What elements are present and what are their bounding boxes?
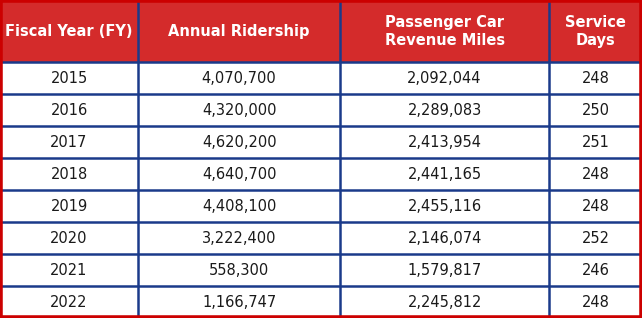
Bar xyxy=(340,0,549,62)
Bar xyxy=(0,94,642,126)
Text: Passenger Car
Revenue Miles: Passenger Car Revenue Miles xyxy=(385,15,505,47)
Text: 248: 248 xyxy=(582,167,609,182)
Bar xyxy=(0,190,642,222)
Text: 2020: 2020 xyxy=(50,231,88,245)
Bar xyxy=(0,222,642,254)
Text: 2,441,165: 2,441,165 xyxy=(408,167,482,182)
Text: 252: 252 xyxy=(582,231,609,245)
Text: 2016: 2016 xyxy=(50,102,88,118)
Bar xyxy=(0,126,642,158)
Text: 4,640,700: 4,640,700 xyxy=(202,167,277,182)
Text: 4,408,100: 4,408,100 xyxy=(202,198,276,213)
Text: 4,070,700: 4,070,700 xyxy=(202,71,277,86)
Text: 2,146,074: 2,146,074 xyxy=(408,231,482,245)
Text: 250: 250 xyxy=(582,102,609,118)
Text: 2,092,044: 2,092,044 xyxy=(407,71,482,86)
Text: 4,320,000: 4,320,000 xyxy=(202,102,277,118)
Text: Service
Days: Service Days xyxy=(565,15,626,47)
Text: 2022: 2022 xyxy=(50,294,88,309)
Bar xyxy=(0,0,138,62)
Text: 2,413,954: 2,413,954 xyxy=(408,135,482,149)
Text: 3,222,400: 3,222,400 xyxy=(202,231,277,245)
Text: 2018: 2018 xyxy=(50,167,88,182)
Text: 246: 246 xyxy=(582,262,609,278)
Text: 2,455,116: 2,455,116 xyxy=(408,198,482,213)
Bar xyxy=(0,158,642,190)
Text: Fiscal Year (FY): Fiscal Year (FY) xyxy=(5,24,133,38)
Text: 2,245,812: 2,245,812 xyxy=(408,294,482,309)
Bar xyxy=(0,62,642,94)
Text: 4,620,200: 4,620,200 xyxy=(202,135,277,149)
Bar xyxy=(0,286,642,318)
Text: 1,579,817: 1,579,817 xyxy=(408,262,482,278)
Text: 1,166,747: 1,166,747 xyxy=(202,294,276,309)
Text: 251: 251 xyxy=(582,135,609,149)
Bar xyxy=(0,254,642,286)
Bar xyxy=(549,0,642,62)
Text: 2015: 2015 xyxy=(50,71,88,86)
Text: 248: 248 xyxy=(582,198,609,213)
Bar xyxy=(138,0,340,62)
Text: 2021: 2021 xyxy=(50,262,88,278)
Text: 2017: 2017 xyxy=(50,135,88,149)
Text: Annual Ridership: Annual Ridership xyxy=(168,24,310,38)
Text: 558,300: 558,300 xyxy=(209,262,269,278)
Text: 248: 248 xyxy=(582,71,609,86)
Text: 2,289,083: 2,289,083 xyxy=(408,102,482,118)
Text: 2019: 2019 xyxy=(50,198,88,213)
Text: 248: 248 xyxy=(582,294,609,309)
